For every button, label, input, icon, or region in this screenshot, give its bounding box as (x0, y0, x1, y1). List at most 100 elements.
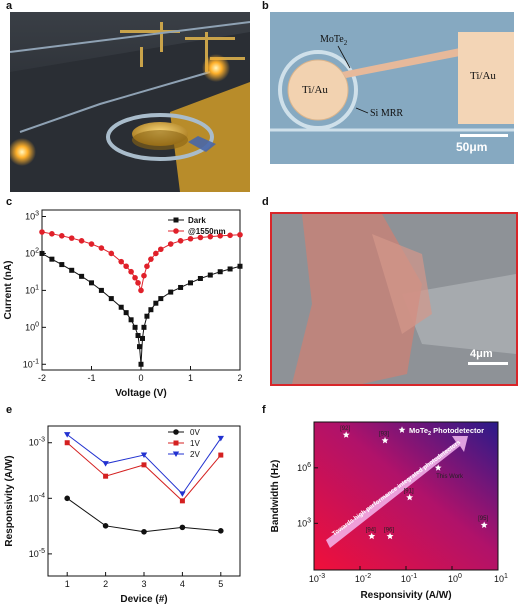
y-tick-label: 102 (25, 247, 39, 258)
x-tick-label: 100 (448, 573, 462, 584)
data-point (179, 491, 186, 497)
x-tick-label: 0 (138, 373, 143, 383)
gold-pad-edge (132, 130, 188, 150)
panel-letter-e: e (6, 404, 13, 416)
data-point (98, 245, 105, 251)
data-point (144, 263, 150, 270)
x-tick-label: 101 (494, 573, 508, 584)
data-point (227, 266, 233, 272)
legend-label: @1550nm (188, 227, 226, 236)
light-spot-right (202, 54, 230, 82)
x-tick-label: 10-2 (355, 573, 371, 584)
data-point (78, 237, 85, 244)
x-tick-label: 3 (141, 579, 146, 589)
data-point (118, 304, 124, 310)
data-point (137, 344, 143, 350)
panel-letter-a: a (6, 0, 13, 12)
micrograph-drawing (270, 12, 514, 164)
microring-resonator (106, 113, 214, 161)
data-point (108, 296, 114, 302)
y-tick-label: 103 (25, 211, 39, 222)
data-point (138, 361, 144, 367)
sem-drawing (272, 214, 516, 384)
y-axis-label: Responsivity (A/W) (4, 455, 15, 546)
data-point (217, 233, 223, 239)
data-point (138, 287, 144, 294)
trend-arrow (326, 436, 468, 548)
y-tick-label: 10-5 (29, 548, 45, 559)
sem-image: 4μm (270, 212, 518, 386)
light-spot-left (10, 138, 36, 166)
legend-label: 2V (190, 450, 200, 459)
data-point (88, 241, 95, 247)
data-point (218, 528, 224, 534)
tiau-right-label: Ti/Au (470, 70, 496, 82)
legend-marker (172, 451, 180, 457)
point-label: [96] (384, 527, 394, 533)
data-point (64, 495, 70, 502)
data-point (102, 461, 109, 467)
data-point (197, 275, 203, 281)
data-point (140, 452, 148, 459)
data-point (188, 280, 193, 286)
sem-scale-label: 4μm (470, 348, 493, 360)
data-point (144, 313, 150, 319)
data-point (39, 250, 45, 256)
panel-letter-b: b (262, 0, 269, 12)
waveguide-bottom (19, 71, 211, 133)
x-tick-label: 2 (103, 579, 108, 589)
legend-marker (173, 429, 179, 435)
x-axis-label: Responsivity (A/W) (360, 590, 451, 601)
scale-label: 50μm (456, 140, 488, 154)
data-point (153, 300, 159, 306)
legend-marker (398, 426, 406, 433)
data-point (123, 263, 129, 270)
iv-chart: -2 -1 0 1 2 10-1 100 101 102 103 Voltage (V) Curren… (3, 209, 243, 399)
data-point (68, 235, 75, 241)
y-tick-label: 101 (25, 284, 39, 295)
x-tick-label: 1 (188, 373, 193, 383)
label-pointers (337, 45, 369, 114)
panel-letter-c: c (6, 196, 13, 208)
data-point (386, 532, 394, 540)
x-tick-label: 2 (237, 373, 242, 383)
circuit-traces (120, 22, 245, 72)
right-pad (458, 32, 514, 124)
x-tick-label: -1 (87, 373, 95, 383)
contact-lead (342, 48, 460, 78)
data-point (139, 335, 145, 341)
legend-marker (173, 228, 179, 234)
device-illustration (10, 12, 250, 192)
legend-marker (173, 217, 179, 223)
data-point (49, 256, 55, 262)
y-axis-label: Bandwidth (Hz) (270, 460, 281, 533)
scale-bar (460, 134, 508, 137)
mote2-label: MoTe2 (320, 34, 348, 47)
data-point (108, 250, 115, 257)
data-point (69, 267, 75, 273)
ring-outline (278, 50, 358, 130)
optical-micrograph: MoTe2 Ti/Au Ti/Au Si MRR 50μm (270, 12, 514, 164)
si-mrr-label: Si MRR (370, 108, 404, 119)
data-point (128, 268, 134, 275)
data-point (167, 241, 174, 247)
x-tick-label: 10-1 (401, 573, 417, 584)
data-point (342, 431, 350, 438)
y-axis-label: Current (nA) (3, 261, 14, 320)
data-point (381, 436, 389, 444)
data-point (59, 262, 65, 268)
point-label: [94] (366, 527, 376, 533)
data-point (217, 435, 224, 442)
x-axis-label: Device (#) (120, 594, 167, 605)
y-tick-label: 10-3 (29, 437, 45, 448)
x-tick-label: 10-3 (309, 573, 325, 584)
data-point (59, 233, 65, 239)
y-tick-label: 10-1 (23, 358, 39, 369)
data-point (141, 528, 147, 535)
legend-label: 1V (190, 439, 200, 448)
data-point (197, 234, 204, 241)
responsivity-chart: 1 2 3 4 5 10-5 10-4 10-3 Device (#) Responsivity … (4, 425, 241, 605)
data-point (406, 493, 414, 501)
data-point (64, 440, 70, 446)
data-point (237, 231, 243, 238)
